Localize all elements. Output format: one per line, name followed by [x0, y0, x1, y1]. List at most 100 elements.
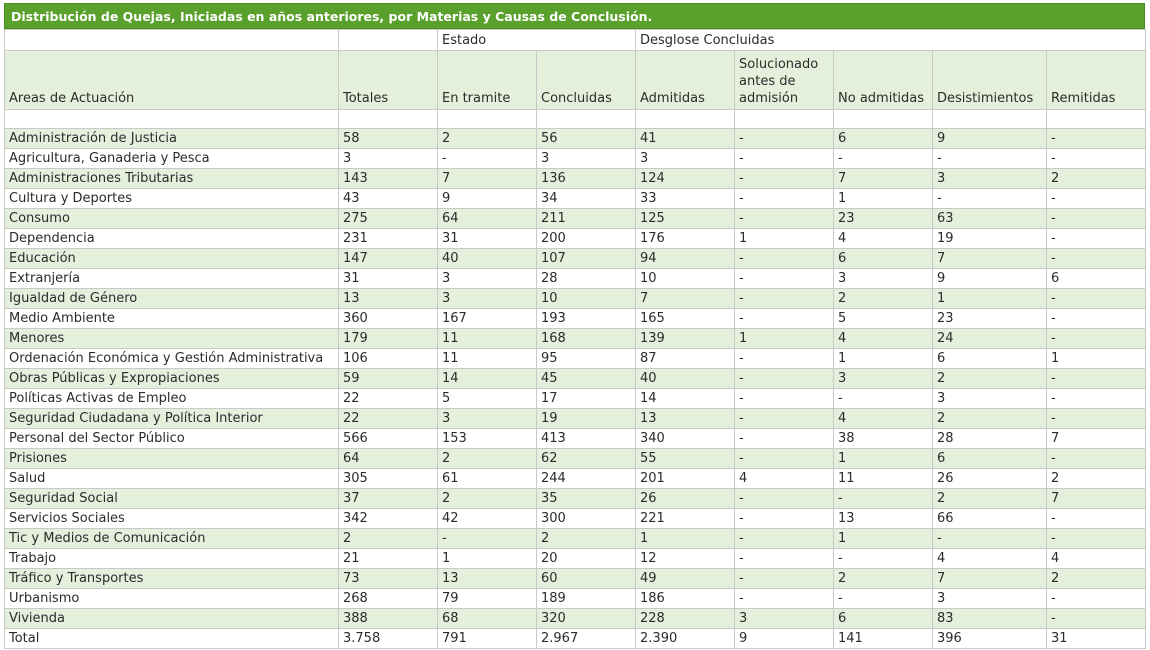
total-totales: 3.758: [338, 628, 438, 649]
cell-area: Administraciones Tributarias: [4, 168, 339, 189]
cell-en-tramite: 61: [437, 468, 537, 489]
cell-totales: 59: [338, 368, 438, 389]
cell-remitidas: 2: [1046, 168, 1147, 189]
cell-solucionado: -: [734, 348, 835, 369]
cell-area: Salud: [4, 468, 339, 489]
total-solucionado: 9: [734, 628, 835, 649]
cell-admitidas: 221: [635, 508, 736, 529]
total-no-admitidas: 141: [833, 628, 934, 649]
group-desglose: Desglose Concluidas: [635, 29, 1147, 51]
cell-desistimientos: 9: [932, 268, 1048, 289]
cell-no-admitidas: 1: [833, 448, 934, 469]
cell-totales: 2: [338, 528, 438, 549]
cell-concluidas: 193: [535, 308, 637, 329]
cell-admitidas: 165: [635, 308, 736, 329]
cell-totales: 147: [338, 248, 438, 269]
cell-totales: 305: [338, 468, 438, 489]
table-row: Servicios Sociales 342 42 300 221-13 66-: [4, 508, 1147, 529]
cell-area: Ordenación Económica y Gestión Administr…: [4, 348, 339, 369]
col-header-areas: Areas de Actuación: [4, 50, 339, 110]
total-area: Total: [4, 628, 339, 649]
cell-solucionado: -: [734, 128, 835, 149]
cell-totales: 360: [338, 308, 438, 329]
cell-desistimientos: 3: [932, 168, 1048, 189]
cell-remitidas: -: [1046, 448, 1147, 469]
group-empty: [338, 29, 438, 51]
cell-concluidas: 10: [535, 288, 637, 309]
cell-admitidas: 125: [635, 208, 736, 229]
cell-totales: 31: [338, 268, 438, 289]
cell-no-admitidas: 13: [833, 508, 934, 529]
cell-no-admitidas: -: [833, 548, 934, 569]
cell-no-admitidas: 2: [833, 568, 934, 589]
table-row: Extranjería 31 3 28 10-3 9 6: [4, 268, 1147, 289]
cell-area: Agricultura, Ganaderia y Pesca: [4, 148, 339, 169]
cell-totales: 268: [338, 588, 438, 609]
complaints-table: Estado Desglose Concluidas Areas de Actu…: [4, 29, 1147, 649]
col-header-remitidas: Remitidas: [1046, 50, 1147, 110]
total-concluidas: 2.967: [535, 628, 637, 649]
table-row: Administraciones Tributarias 143 7 136 124-7…: [4, 168, 1147, 189]
cell-desistimientos: 3: [932, 388, 1048, 409]
cell-en-tramite: 3: [437, 288, 537, 309]
cell-remitidas: -: [1046, 368, 1147, 389]
cell-admitidas: 87: [635, 348, 736, 369]
table-row: Menores 179 11 168 139 1 4 24-: [4, 328, 1147, 349]
cell-en-tramite: 14: [437, 368, 537, 389]
cell-admitidas: 340: [635, 428, 736, 449]
cell-desistimientos: 63: [932, 208, 1048, 229]
cell-desistimientos: 2: [932, 488, 1048, 509]
cell-desistimientos: 83: [932, 608, 1048, 629]
cell-concluidas: 19: [535, 408, 637, 429]
table-row: Ordenación Económica y Gestión Administr…: [4, 348, 1147, 369]
cell-en-tramite: 40: [437, 248, 537, 269]
cell-solucionado: -: [734, 208, 835, 229]
cell-totales: 106: [338, 348, 438, 369]
table-body: Administración de Justicia 58 2 56 41-6 9- Agr…: [4, 128, 1147, 649]
cell-en-tramite: 3: [437, 408, 537, 429]
cell-totales: 342: [338, 508, 438, 529]
cell-admitidas: 176: [635, 228, 736, 249]
cell-remitidas: 4: [1046, 548, 1147, 569]
cell-remitidas: 7: [1046, 488, 1147, 509]
col-header-en-tramite: En tramite: [437, 50, 537, 110]
cell-desistimientos: 1: [932, 288, 1048, 309]
cell-solucionado: -: [734, 508, 835, 529]
cell-area: Urbanismo: [4, 588, 339, 609]
cell-concluidas: 413: [535, 428, 637, 449]
cell-area: Menores: [4, 328, 339, 349]
cell-solucionado: -: [734, 168, 835, 189]
cell-remitidas: -: [1046, 208, 1147, 229]
col-header-concluidas: Concluidas: [535, 50, 637, 110]
cell-en-tramite: -: [437, 148, 537, 169]
cell-desistimientos: 3: [932, 588, 1048, 609]
total-admitidas: 2.390: [635, 628, 736, 649]
cell-en-tramite: 2: [437, 128, 537, 149]
cell-remitidas: 2: [1046, 568, 1147, 589]
cell-admitidas: 40: [635, 368, 736, 389]
cell-no-admitidas: 4: [833, 228, 934, 249]
cell-area: Personal del Sector Público: [4, 428, 339, 449]
cell-admitidas: 14: [635, 388, 736, 409]
table-row: Educación 147 40 107 94-6 7-: [4, 248, 1147, 269]
cell-admitidas: 12: [635, 548, 736, 569]
cell-no-admitidas: 38: [833, 428, 934, 449]
cell-totales: 179: [338, 328, 438, 349]
total-remitidas: 31: [1046, 628, 1147, 649]
cell-remitidas: -: [1046, 148, 1147, 169]
cell-admitidas: 55: [635, 448, 736, 469]
cell-no-admitidas: 7: [833, 168, 934, 189]
cell-admitidas: 33: [635, 188, 736, 209]
cell-desistimientos: 4: [932, 548, 1048, 569]
cell-area: Tic y Medios de Comunicación: [4, 528, 339, 549]
cell-desistimientos: 24: [932, 328, 1048, 349]
cell-admitidas: 3: [635, 148, 736, 169]
cell-concluidas: 17: [535, 388, 637, 409]
cell-concluidas: 320: [535, 608, 637, 629]
cell-desistimientos: 2: [932, 368, 1048, 389]
cell-totales: 73: [338, 568, 438, 589]
cell-remitidas: -: [1046, 608, 1147, 629]
cell-totales: 231: [338, 228, 438, 249]
cell-concluidas: 136: [535, 168, 637, 189]
col-header-solucionado: Solucionado antes de admisión: [734, 50, 835, 110]
